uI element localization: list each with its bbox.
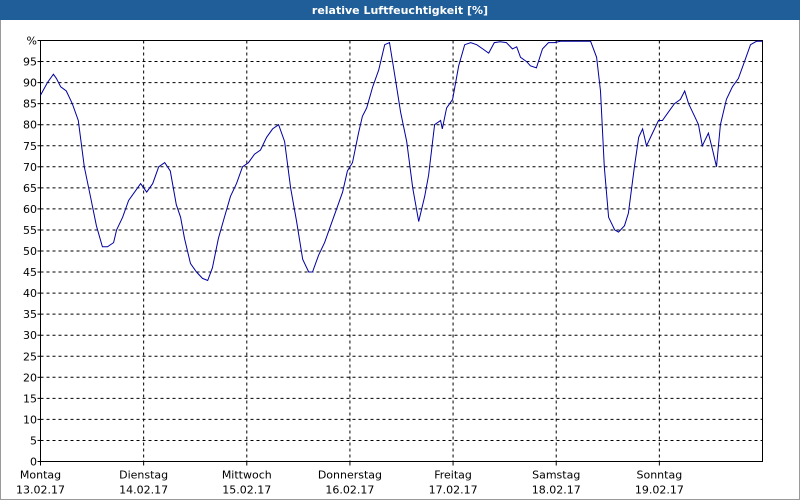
x-tick-label: 15.02.17	[222, 484, 271, 497]
x-tick-label: Donnerstag	[318, 469, 382, 482]
y-tick-label: 50	[23, 245, 37, 258]
y-tick-label: 20	[23, 371, 37, 384]
y-tick-label: 80	[23, 119, 37, 132]
y-tick-label: 95	[23, 56, 37, 69]
y-tick-label: 40	[23, 287, 37, 300]
y-tick-label: 15	[23, 392, 37, 405]
y-tick-label: 10	[23, 413, 37, 426]
x-tick-label: Dienstag	[119, 469, 168, 482]
y-tick-label: 75	[23, 140, 37, 153]
x-tick-label: 13.02.17	[16, 484, 65, 497]
y-tick-label: 90	[23, 77, 37, 90]
title-bar	[0, 0, 800, 20]
x-tick-label: 18.02.17	[532, 484, 581, 497]
y-tick-label: 55	[23, 224, 37, 237]
x-tick-label: Mittwoch	[222, 469, 272, 482]
x-tick-label: Samstag	[532, 469, 580, 482]
x-tick-label: Freitag	[434, 469, 472, 482]
x-tick-label: 17.02.17	[429, 484, 478, 497]
y-tick-label: 0	[30, 456, 37, 469]
y-tick-label: 85	[23, 98, 37, 111]
y-tick-label: %	[27, 35, 37, 48]
y-tick-label: 70	[23, 161, 37, 174]
x-tick-label: 16.02.17	[325, 484, 374, 497]
y-tick-label: 5	[30, 434, 37, 447]
y-tick-label: 35	[23, 308, 37, 321]
y-tick-label: 60	[23, 203, 37, 216]
y-tick-label: 45	[23, 266, 37, 279]
y-tick-label: 25	[23, 350, 37, 363]
y-tick-label: 30	[23, 329, 37, 342]
x-tick-label: 14.02.17	[119, 484, 168, 497]
y-tick-label: 65	[23, 182, 37, 195]
chart-title: relative Luftfeuchtigkeit [%]	[312, 4, 488, 17]
x-tick-label: Sonntag	[637, 469, 683, 482]
line	[40, 40, 763, 282]
x-tick-label: 19.02.17	[635, 484, 684, 497]
x-tick-label: Montag	[20, 469, 61, 482]
